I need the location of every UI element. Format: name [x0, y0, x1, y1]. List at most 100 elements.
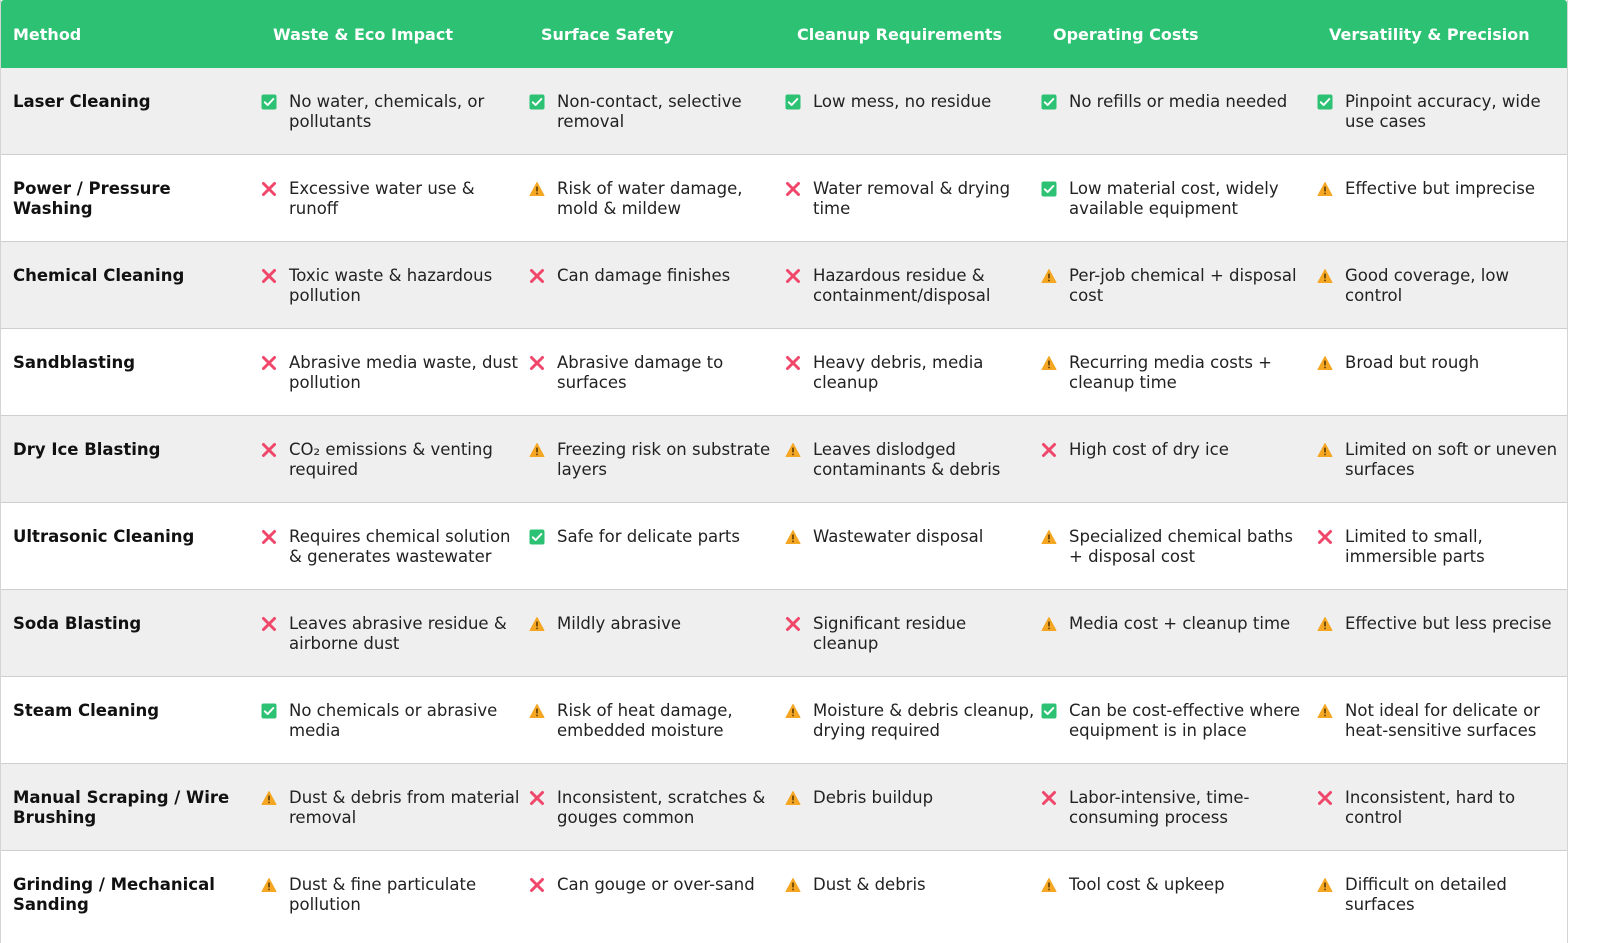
- method-cell: Ultrasonic Cleaning: [13, 527, 195, 546]
- operating-costs-cell: Per-job chemical + disposal cost: [1041, 242, 1317, 328]
- versatility-precision-cell: Inconsistent, hard to control: [1317, 764, 1569, 850]
- warning-icon: [1317, 181, 1333, 197]
- cell-text: Low material cost, widely available equi…: [1069, 179, 1279, 218]
- cell-text: Pinpoint accuracy, wide use cases: [1345, 92, 1541, 131]
- cell-text: Debris buildup: [813, 788, 934, 807]
- operating-costs-cell: Tool cost & upkeep: [1041, 851, 1317, 938]
- warning-icon: [1041, 355, 1057, 371]
- cell-text: Effective but less precise: [1345, 614, 1552, 633]
- check-icon: [261, 94, 277, 110]
- table-row: Grinding / Mechanical Sanding Dust & fine…: [1, 851, 1567, 938]
- cell-text: Significant residue cleanup: [813, 614, 967, 653]
- header-versatility-precision: Versatility & Precision: [1329, 24, 1530, 44]
- cell-text: Non-contact, selective removal: [557, 92, 742, 131]
- warning-icon: [785, 442, 801, 458]
- cell-text: Tool cost & upkeep: [1069, 875, 1225, 894]
- waste-eco-impact-cell: CO₂ emissions & venting required: [261, 416, 529, 502]
- table-row: Power / Pressure Washing Excessive water …: [1, 155, 1567, 242]
- warning-icon: [529, 181, 545, 197]
- header-waste-eco-impact: Waste & Eco Impact: [273, 24, 453, 44]
- cell-text: Dust & debris: [813, 875, 926, 894]
- warning-icon: [1041, 616, 1057, 632]
- surface-safety-cell: Safe for delicate parts: [529, 503, 785, 589]
- cell-text: Hazardous residue & containment/disposal: [813, 266, 991, 305]
- cleanup-requirements-cell: Wastewater disposal: [785, 503, 1041, 589]
- cell-text: Recurring media costs + cleanup time: [1069, 353, 1272, 392]
- cell-text: Good coverage, low control: [1345, 266, 1509, 305]
- surface-safety-cell: Abrasive damage to surfaces: [529, 329, 785, 415]
- cell-text: Inconsistent, hard to control: [1345, 788, 1516, 827]
- warning-icon: [1041, 877, 1057, 893]
- warning-icon: [785, 703, 801, 719]
- cell-text: Inconsistent, scratches & gouges common: [557, 788, 766, 827]
- method-cell: Grinding / Mechanical Sanding: [13, 875, 215, 914]
- table-row: Steam Cleaning No chemicals or abrasive m…: [1, 677, 1567, 764]
- cell-text: Mildly abrasive: [557, 614, 682, 633]
- method-cell: Sandblasting: [13, 353, 136, 372]
- cross-icon: [529, 268, 545, 284]
- cell-text: Moisture & debris cleanup, drying requir…: [813, 701, 1035, 740]
- cell-text: Can gouge or over-sand: [557, 875, 755, 894]
- cell-text: Abrasive media waste, dust pollution: [289, 353, 518, 392]
- table-body: Laser Cleaning No water, chemicals, or po…: [1, 68, 1567, 938]
- warning-icon: [1317, 703, 1333, 719]
- table-row: Dry Ice Blasting CO₂ emissions & venting …: [1, 416, 1567, 503]
- table-row: Soda Blasting Leaves abrasive residue & a…: [1, 590, 1567, 677]
- cell-text: Heavy debris, media cleanup: [813, 353, 984, 392]
- versatility-precision-cell: Effective but less precise: [1317, 590, 1569, 676]
- cell-text: Broad but rough: [1345, 353, 1480, 372]
- waste-eco-impact-cell: No water, chemicals, or pollutants: [261, 68, 529, 154]
- check-icon: [529, 529, 545, 545]
- warning-icon: [1317, 616, 1333, 632]
- surface-safety-cell: Can gouge or over-sand: [529, 851, 785, 938]
- cell-text: Freezing risk on substrate layers: [557, 440, 771, 479]
- versatility-precision-cell: Limited to small, immersible parts: [1317, 503, 1569, 589]
- surface-safety-cell: Mildly abrasive: [529, 590, 785, 676]
- header-surface-safety: Surface Safety: [541, 24, 674, 44]
- method-cell: Dry Ice Blasting: [13, 440, 161, 459]
- cell-text: Specialized chemical baths + disposal co…: [1069, 527, 1294, 566]
- check-icon: [261, 703, 277, 719]
- cell-text: Effective but imprecise: [1345, 179, 1535, 198]
- cell-text: Safe for delicate parts: [557, 527, 740, 546]
- warning-icon: [785, 529, 801, 545]
- table-row: Sandblasting Abrasive media waste, dust p…: [1, 329, 1567, 416]
- waste-eco-impact-cell: Requires chemical solution & generates w…: [261, 503, 529, 589]
- operating-costs-cell: Can be cost-effective where equipment is…: [1041, 677, 1317, 763]
- warning-icon: [529, 703, 545, 719]
- versatility-precision-cell: Good coverage, low control: [1317, 242, 1569, 328]
- cleanup-requirements-cell: Moisture & debris cleanup, drying requir…: [785, 677, 1041, 763]
- operating-costs-cell: Low material cost, widely available equi…: [1041, 155, 1317, 241]
- cross-icon: [261, 529, 277, 545]
- method-cell: Laser Cleaning: [13, 92, 151, 111]
- method-cell: Steam Cleaning: [13, 701, 160, 720]
- cell-text: Low mess, no residue: [813, 92, 992, 111]
- table-row: Manual Scraping / Wire Brushing Dust & de…: [1, 764, 1567, 851]
- surface-safety-cell: Can damage finishes: [529, 242, 785, 328]
- waste-eco-impact-cell: Leaves abrasive residue & airborne dust: [261, 590, 529, 676]
- cell-text: No chemicals or abrasive media: [289, 701, 498, 740]
- warning-icon: [785, 790, 801, 806]
- cleanup-requirements-cell: Significant residue cleanup: [785, 590, 1041, 676]
- cross-icon: [785, 181, 801, 197]
- cell-text: CO₂ emissions & venting required: [289, 440, 493, 479]
- cross-icon: [529, 790, 545, 806]
- waste-eco-impact-cell: Excessive water use & runoff: [261, 155, 529, 241]
- cross-icon: [261, 355, 277, 371]
- cell-text: Not ideal for delicate or heat-sensitive…: [1345, 701, 1540, 740]
- warning-icon: [261, 877, 277, 893]
- cross-icon: [261, 268, 277, 284]
- warning-icon: [1317, 877, 1333, 893]
- check-icon: [529, 94, 545, 110]
- surface-safety-cell: Risk of water damage, mold & mildew: [529, 155, 785, 241]
- cross-icon: [785, 355, 801, 371]
- waste-eco-impact-cell: No chemicals or abrasive media: [261, 677, 529, 763]
- cell-text: Toxic waste & hazardous pollution: [289, 266, 493, 305]
- operating-costs-cell: Recurring media costs + cleanup time: [1041, 329, 1317, 415]
- cell-text: Leaves dislodged contaminants & debris: [813, 440, 1001, 479]
- cell-text: Wastewater disposal: [813, 527, 984, 546]
- cross-icon: [529, 355, 545, 371]
- waste-eco-impact-cell: Abrasive media waste, dust pollution: [261, 329, 529, 415]
- cross-icon: [261, 616, 277, 632]
